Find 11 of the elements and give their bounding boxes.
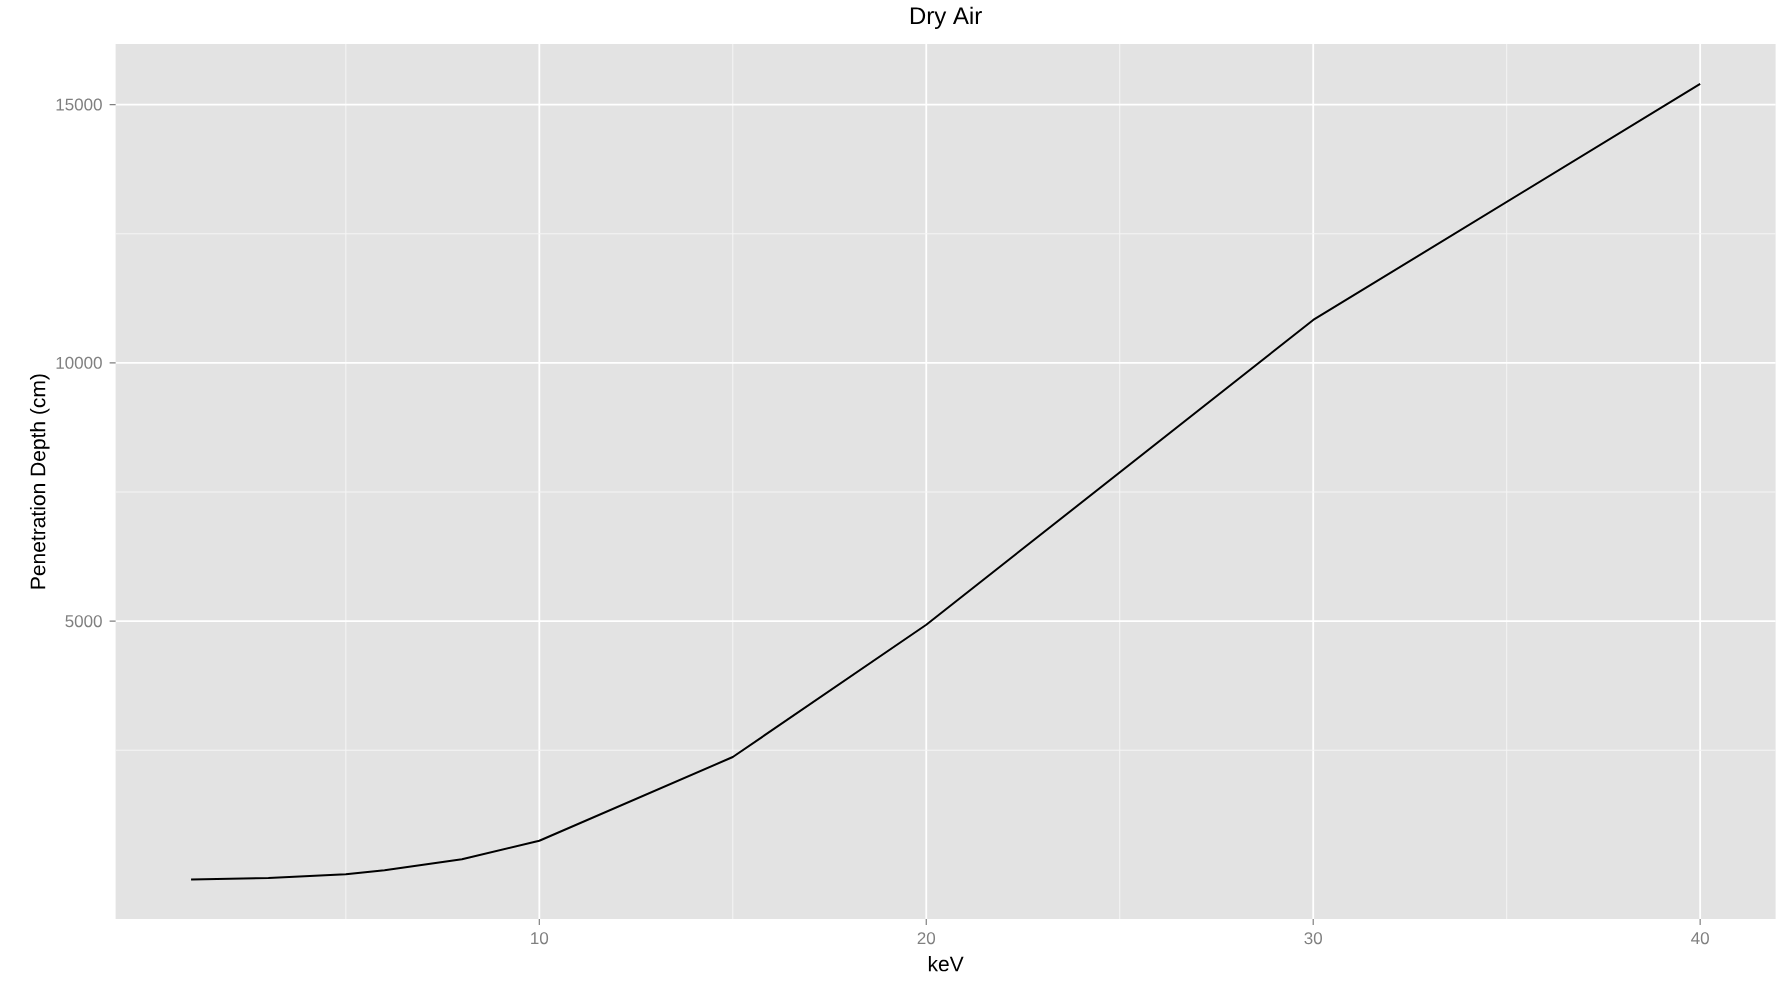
y-axis-title: Penetration Depth (cm) [29,374,50,589]
x-tick-label: 40 [1691,932,1709,945]
y-tick-label: 10000 [56,356,102,369]
x-axis-title: keV [928,955,964,972]
x-tick-label: 10 [531,932,549,945]
chart-title: Dry Air [910,6,982,29]
x-tick-label: 20 [917,932,936,945]
line-series [190,82,1702,881]
x-tick-label: 30 [1304,932,1322,945]
y-tick-label: 5000 [65,615,102,628]
y-tick-label: 15000 [56,98,102,111]
